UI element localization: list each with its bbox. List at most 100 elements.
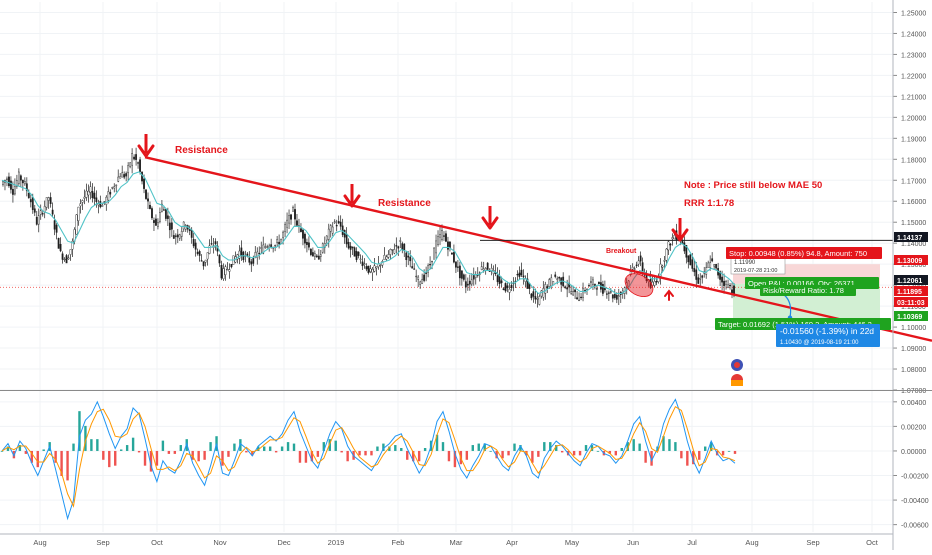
candle-body [522, 275, 525, 278]
candle-body [168, 222, 171, 231]
candle-body [371, 269, 374, 273]
histogram-bar [584, 445, 588, 451]
x-tick-label: Apr [506, 538, 518, 547]
arrow-head [343, 194, 361, 208]
candle-body [453, 252, 455, 263]
candle-body [496, 275, 499, 283]
histogram-bar [268, 446, 272, 451]
candle-body [53, 220, 56, 230]
histogram-bar [125, 445, 129, 451]
candle-body [202, 261, 205, 267]
candle-body [500, 280, 503, 284]
measure-label-bg [776, 324, 880, 347]
candle-body [486, 262, 489, 270]
candle-body [401, 243, 404, 250]
candle-body [609, 291, 612, 293]
candle-body [230, 264, 233, 268]
candle-body [343, 230, 346, 238]
candle-body [470, 279, 473, 285]
histogram-bar [572, 450, 576, 456]
candle-body [258, 252, 261, 255]
candle-body [415, 275, 418, 278]
candle-body [468, 280, 471, 285]
candle-body [315, 255, 318, 258]
candle-body [170, 222, 173, 230]
candle-body [143, 178, 145, 189]
candle-body [697, 277, 700, 284]
earnings-icon-dot [734, 362, 740, 368]
candle-body [536, 298, 539, 300]
candle-body [159, 212, 161, 222]
histogram-bar [203, 450, 206, 460]
arrow-head [671, 228, 689, 242]
candle-body [309, 248, 312, 255]
histogram-bar [650, 450, 653, 466]
hover-price: 1.11990 [734, 260, 756, 266]
candle-body [709, 262, 712, 268]
histogram-bar [614, 450, 618, 456]
candle-body [576, 297, 578, 300]
histogram-bar [686, 450, 689, 466]
candle-body [409, 256, 412, 262]
histogram-bar [531, 450, 534, 463]
histogram-bar [721, 450, 725, 456]
candle-body [47, 197, 50, 201]
candle-body [161, 203, 163, 212]
dividend-icon-base [731, 380, 743, 386]
candle-body [554, 274, 557, 277]
candle-body [540, 290, 543, 297]
candle-body [693, 268, 696, 273]
earnings-icon[interactable] [731, 359, 743, 371]
candle-body [151, 208, 153, 219]
candle-body [447, 241, 449, 250]
candle-body [204, 259, 207, 263]
candle-body [329, 225, 332, 232]
candle-body [228, 269, 231, 272]
candle-body [192, 239, 195, 247]
histogram-bar [298, 450, 302, 463]
candle-body [345, 233, 348, 245]
histogram-bar [286, 442, 290, 451]
candle-body [508, 289, 511, 293]
candle-body [460, 270, 463, 279]
candle-body [25, 183, 28, 192]
candle-body [504, 283, 507, 292]
candle-body [198, 251, 201, 256]
candle-body [153, 220, 155, 223]
y-tick-label: 1.18000 [901, 157, 926, 164]
osc-y-tick-label: -0.00200 [901, 474, 929, 481]
candle-body [226, 269, 229, 271]
resistance-label-2: Resistance [378, 198, 431, 209]
candle-body [449, 241, 451, 248]
dividend-icon[interactable] [731, 374, 743, 386]
candle-body [472, 275, 475, 280]
histogram-bar [364, 450, 367, 456]
histogram-bar [274, 450, 278, 453]
resistance-arrow-3 [481, 206, 499, 230]
histogram-bar [263, 446, 266, 451]
candle-body [89, 186, 92, 193]
note-label: Note : Price still below MAE 50 [684, 180, 822, 191]
candle-body [125, 173, 128, 177]
candle-body [51, 209, 54, 215]
candle-body [182, 221, 185, 230]
histogram-bar [257, 446, 260, 451]
histogram-bar [304, 450, 308, 463]
candle-body [391, 249, 394, 251]
candle-body [147, 198, 149, 202]
candle-body [214, 241, 217, 245]
price-axis-label: 1.11895 [894, 286, 928, 296]
candle-body [671, 237, 674, 240]
histogram-bar [60, 450, 63, 476]
histogram-bar [36, 450, 39, 468]
candle-body [564, 286, 567, 288]
candle-body [639, 255, 642, 262]
candle-body [379, 264, 382, 267]
candle-body [220, 264, 223, 279]
x-tick-label: Oct [151, 538, 164, 547]
candle-body [395, 245, 398, 247]
open-pnl-label-text: Open P&L: 0.00166, Qty: 26371 [748, 279, 855, 288]
candle-body [97, 203, 100, 206]
